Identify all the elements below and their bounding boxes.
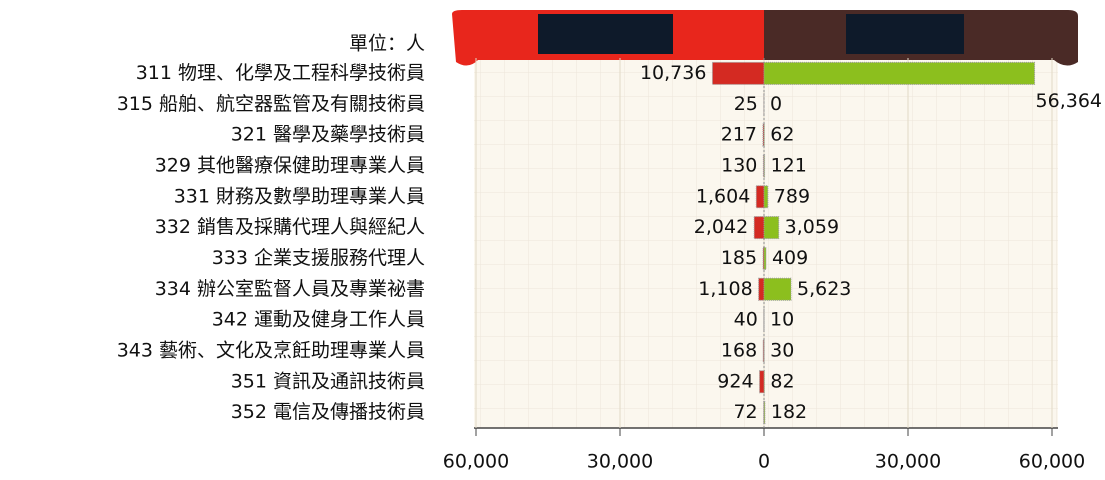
bar <box>759 278 764 300</box>
category-label: 315 船舶、航空器監管及有關技術員 <box>117 93 425 115</box>
category-label: 334 辦公室監督人員及專業祕書 <box>155 278 425 300</box>
category-label: 311 物理、化學及工程科學技術員 <box>136 62 425 84</box>
category-label: 343 藝術、文化及烹飪助理專業人員 <box>117 339 425 361</box>
x-tick-label: 60,000 <box>443 451 509 473</box>
bar <box>712 62 764 84</box>
bar <box>764 62 1035 84</box>
banner-label-box <box>538 14 673 54</box>
value-label: 185 <box>721 247 757 269</box>
x-tick-label: 30,000 <box>875 451 941 473</box>
category-label: 342 運動及健身工作人員 <box>212 309 425 331</box>
value-label: 5,623 <box>797 278 851 300</box>
value-label: 121 <box>771 154 807 176</box>
value-label: 10,736 <box>640 62 706 84</box>
category-label: 321 醫學及藥學技術員 <box>231 124 425 146</box>
unit-label: 單位：人 <box>349 33 425 55</box>
value-label: 168 <box>721 339 757 361</box>
value-label: 56,364 <box>1036 90 1102 112</box>
category-label: 333 企業支援服務代理人 <box>212 247 425 269</box>
value-label: 1,604 <box>696 185 750 207</box>
bar <box>764 278 791 300</box>
value-label: 62 <box>770 124 794 146</box>
category-label: 351 資訊及通訊技術員 <box>231 370 425 392</box>
value-label: 10 <box>770 309 794 331</box>
category-label: 329 其他醫療保健助理專業人員 <box>155 154 425 176</box>
bar <box>764 155 765 177</box>
value-label: 182 <box>771 401 807 423</box>
value-label: 0 <box>770 93 782 115</box>
bar <box>754 217 764 239</box>
x-tick-label: 30,000 <box>587 451 653 473</box>
value-label: 2,042 <box>694 216 748 238</box>
value-label: 409 <box>772 247 808 269</box>
value-label: 30 <box>770 339 794 361</box>
x-tick-label: 0 <box>758 451 770 473</box>
value-label: 130 <box>721 154 757 176</box>
value-label: 789 <box>774 185 810 207</box>
value-label: 1,108 <box>698 278 752 300</box>
bar <box>760 371 764 393</box>
banner-label-box <box>846 14 964 54</box>
plot-grid-pattern <box>474 58 1058 428</box>
bar <box>764 247 766 269</box>
value-label: 82 <box>770 370 794 392</box>
bar <box>764 402 765 424</box>
value-label: 3,059 <box>785 216 839 238</box>
value-label: 40 <box>734 309 758 331</box>
value-label: 25 <box>734 93 758 115</box>
bar <box>764 186 768 208</box>
x-tick-label: 60,000 <box>1019 451 1085 473</box>
value-label: 924 <box>717 370 753 392</box>
bar <box>764 217 779 239</box>
category-label: 331 財務及數學助理專業人員 <box>174 185 425 207</box>
value-label: 72 <box>733 401 757 423</box>
value-label: 217 <box>721 124 757 146</box>
category-label: 352 電信及傳播技術員 <box>231 401 425 423</box>
bar <box>756 186 764 208</box>
category-label: 332 銷售及採購代理人與經紀人 <box>155 216 425 238</box>
